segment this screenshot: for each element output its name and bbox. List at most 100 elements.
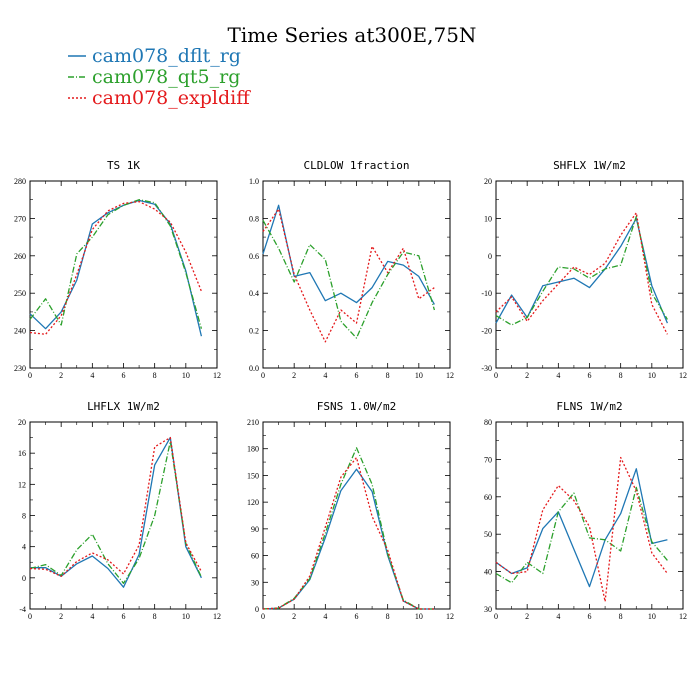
y-tick-label: 230 [14,364,26,373]
y-tick-label: -20 [481,327,492,336]
x-tick-label: 12 [213,371,221,380]
x-tick-label: 2 [59,612,63,621]
legend-label-0: cam078_dflt_rg [92,45,241,67]
series-line-cam078-qt5-rg [495,486,668,584]
panel-title: TS 1K [107,159,140,172]
x-tick-label: 0 [261,612,265,621]
y-tick-label: 10 [484,214,492,223]
x-tick-label: 4 [323,371,327,380]
series-line-cam078-dflt-rg [495,468,668,588]
x-tick-label: 10 [648,371,656,380]
series-line-cam078-qt5-rg [262,447,435,610]
x-tick-label: 12 [446,371,454,380]
panel-title: FLNS 1W/m2 [556,400,622,413]
x-tick-label: 0 [261,371,265,380]
panel-0: TS 1K 0 2 4 6 8 10 12 230 240 250 260 270 280 [14,159,221,380]
panel-title: LHFLX 1W/m2 [87,400,160,413]
y-tick-label: 0 [22,574,26,583]
y-tick-label: 12 [18,480,26,489]
y-tick-label: 60 [251,552,259,561]
x-tick-label: 6 [588,612,592,621]
y-tick-label: 20 [18,418,26,427]
x-tick-label: 10 [415,371,423,380]
x-tick-label: 12 [446,612,454,621]
x-tick-label: 12 [213,612,221,621]
y-tick-label: 0 [255,605,259,614]
y-tick-label: 50 [484,530,492,539]
x-tick-label: 0 [28,612,32,621]
y-tick-label: 0.6 [249,252,259,261]
y-tick-label: 150 [247,471,259,480]
series-line-cam078-expldiff [495,456,668,603]
y-tick-label: 40 [484,568,492,577]
y-tick-label: 16 [18,449,26,458]
y-tick-label: 8 [22,512,26,521]
x-tick-label: 2 [525,371,529,380]
x-tick-label: 4 [556,371,560,380]
x-tick-label: 6 [588,371,592,380]
series-line-cam078-expldiff [29,436,202,577]
x-tick-label: 4 [90,371,94,380]
y-tick-label: 120 [247,498,259,507]
y-tick-label: 30 [251,578,259,587]
y-tick-label: 0.8 [249,214,259,223]
x-tick-label: 12 [679,371,687,380]
x-tick-label: 8 [153,371,157,380]
panel-title: FSNS 1.0W/m2 [317,400,396,413]
x-tick-label: 8 [386,371,390,380]
y-tick-label: 0.0 [249,364,259,373]
x-tick-label: 8 [386,612,390,621]
y-tick-label: 60 [484,493,492,502]
x-tick-label: 10 [415,612,423,621]
legend-label-2: cam078_expldiff [92,87,251,109]
x-tick-label: 2 [292,371,296,380]
x-tick-label: 6 [122,371,126,380]
series-line-cam078-expldiff [29,200,203,335]
panel-1: CLDLOW 1fraction 0 2 4 6 8 10 12 0.0 0.2 0.4 0.6 0.8… [249,159,454,380]
x-tick-label: 10 [182,371,190,380]
x-tick-label: 8 [619,371,623,380]
series-line-cam078-qt5-rg [29,199,203,329]
y-tick-label: 1.0 [249,177,259,186]
x-tick-label: 0 [28,371,32,380]
x-tick-label: 4 [90,612,94,621]
y-tick-label: 250 [14,289,26,298]
x-tick-label: 2 [59,371,63,380]
y-tick-label: 0.4 [249,289,259,298]
y-tick-label: 70 [484,455,492,464]
x-tick-label: 4 [323,612,327,621]
x-tick-label: 8 [619,612,623,621]
legend: cam078_dflt_rg cam078_qt5_rg cam078_expl… [68,45,251,109]
y-tick-label: 260 [14,252,26,261]
x-tick-label: 6 [355,371,359,380]
panel-5: FLNS 1W/m2 0 2 4 6 8 10 12 30 40 50 60 70 80 [484,400,687,621]
panel-title: SHFLX 1W/m2 [553,159,626,172]
x-tick-label: 10 [648,612,656,621]
x-tick-label: 2 [525,612,529,621]
series-line-cam078-qt5-rg [262,219,436,339]
x-tick-label: 8 [153,612,157,621]
series-line-cam078-expldiff [495,212,668,335]
y-tick-label: 4 [22,543,26,552]
x-tick-label: 12 [679,612,687,621]
y-tick-label: 0 [488,252,492,261]
panel-title: CLDLOW 1fraction [304,159,410,172]
y-tick-label: 280 [14,177,26,186]
x-tick-label: 2 [292,612,296,621]
panel-2: SHFLX 1W/m2 0 2 4 6 8 10 12 -30 -20 -10 0 10 20 [481,159,687,380]
legend-label-1: cam078_qt5_rg [92,66,240,88]
y-tick-label: 90 [251,525,259,534]
series-line-cam078-dflt-rg [495,217,668,324]
x-tick-label: 0 [494,612,498,621]
series-line-cam078-expldiff [262,456,435,610]
y-tick-label: 80 [484,418,492,427]
y-tick-label: 30 [484,605,492,614]
y-tick-label: 210 [247,418,259,427]
x-tick-label: 6 [122,612,126,621]
x-tick-label: 10 [182,612,190,621]
